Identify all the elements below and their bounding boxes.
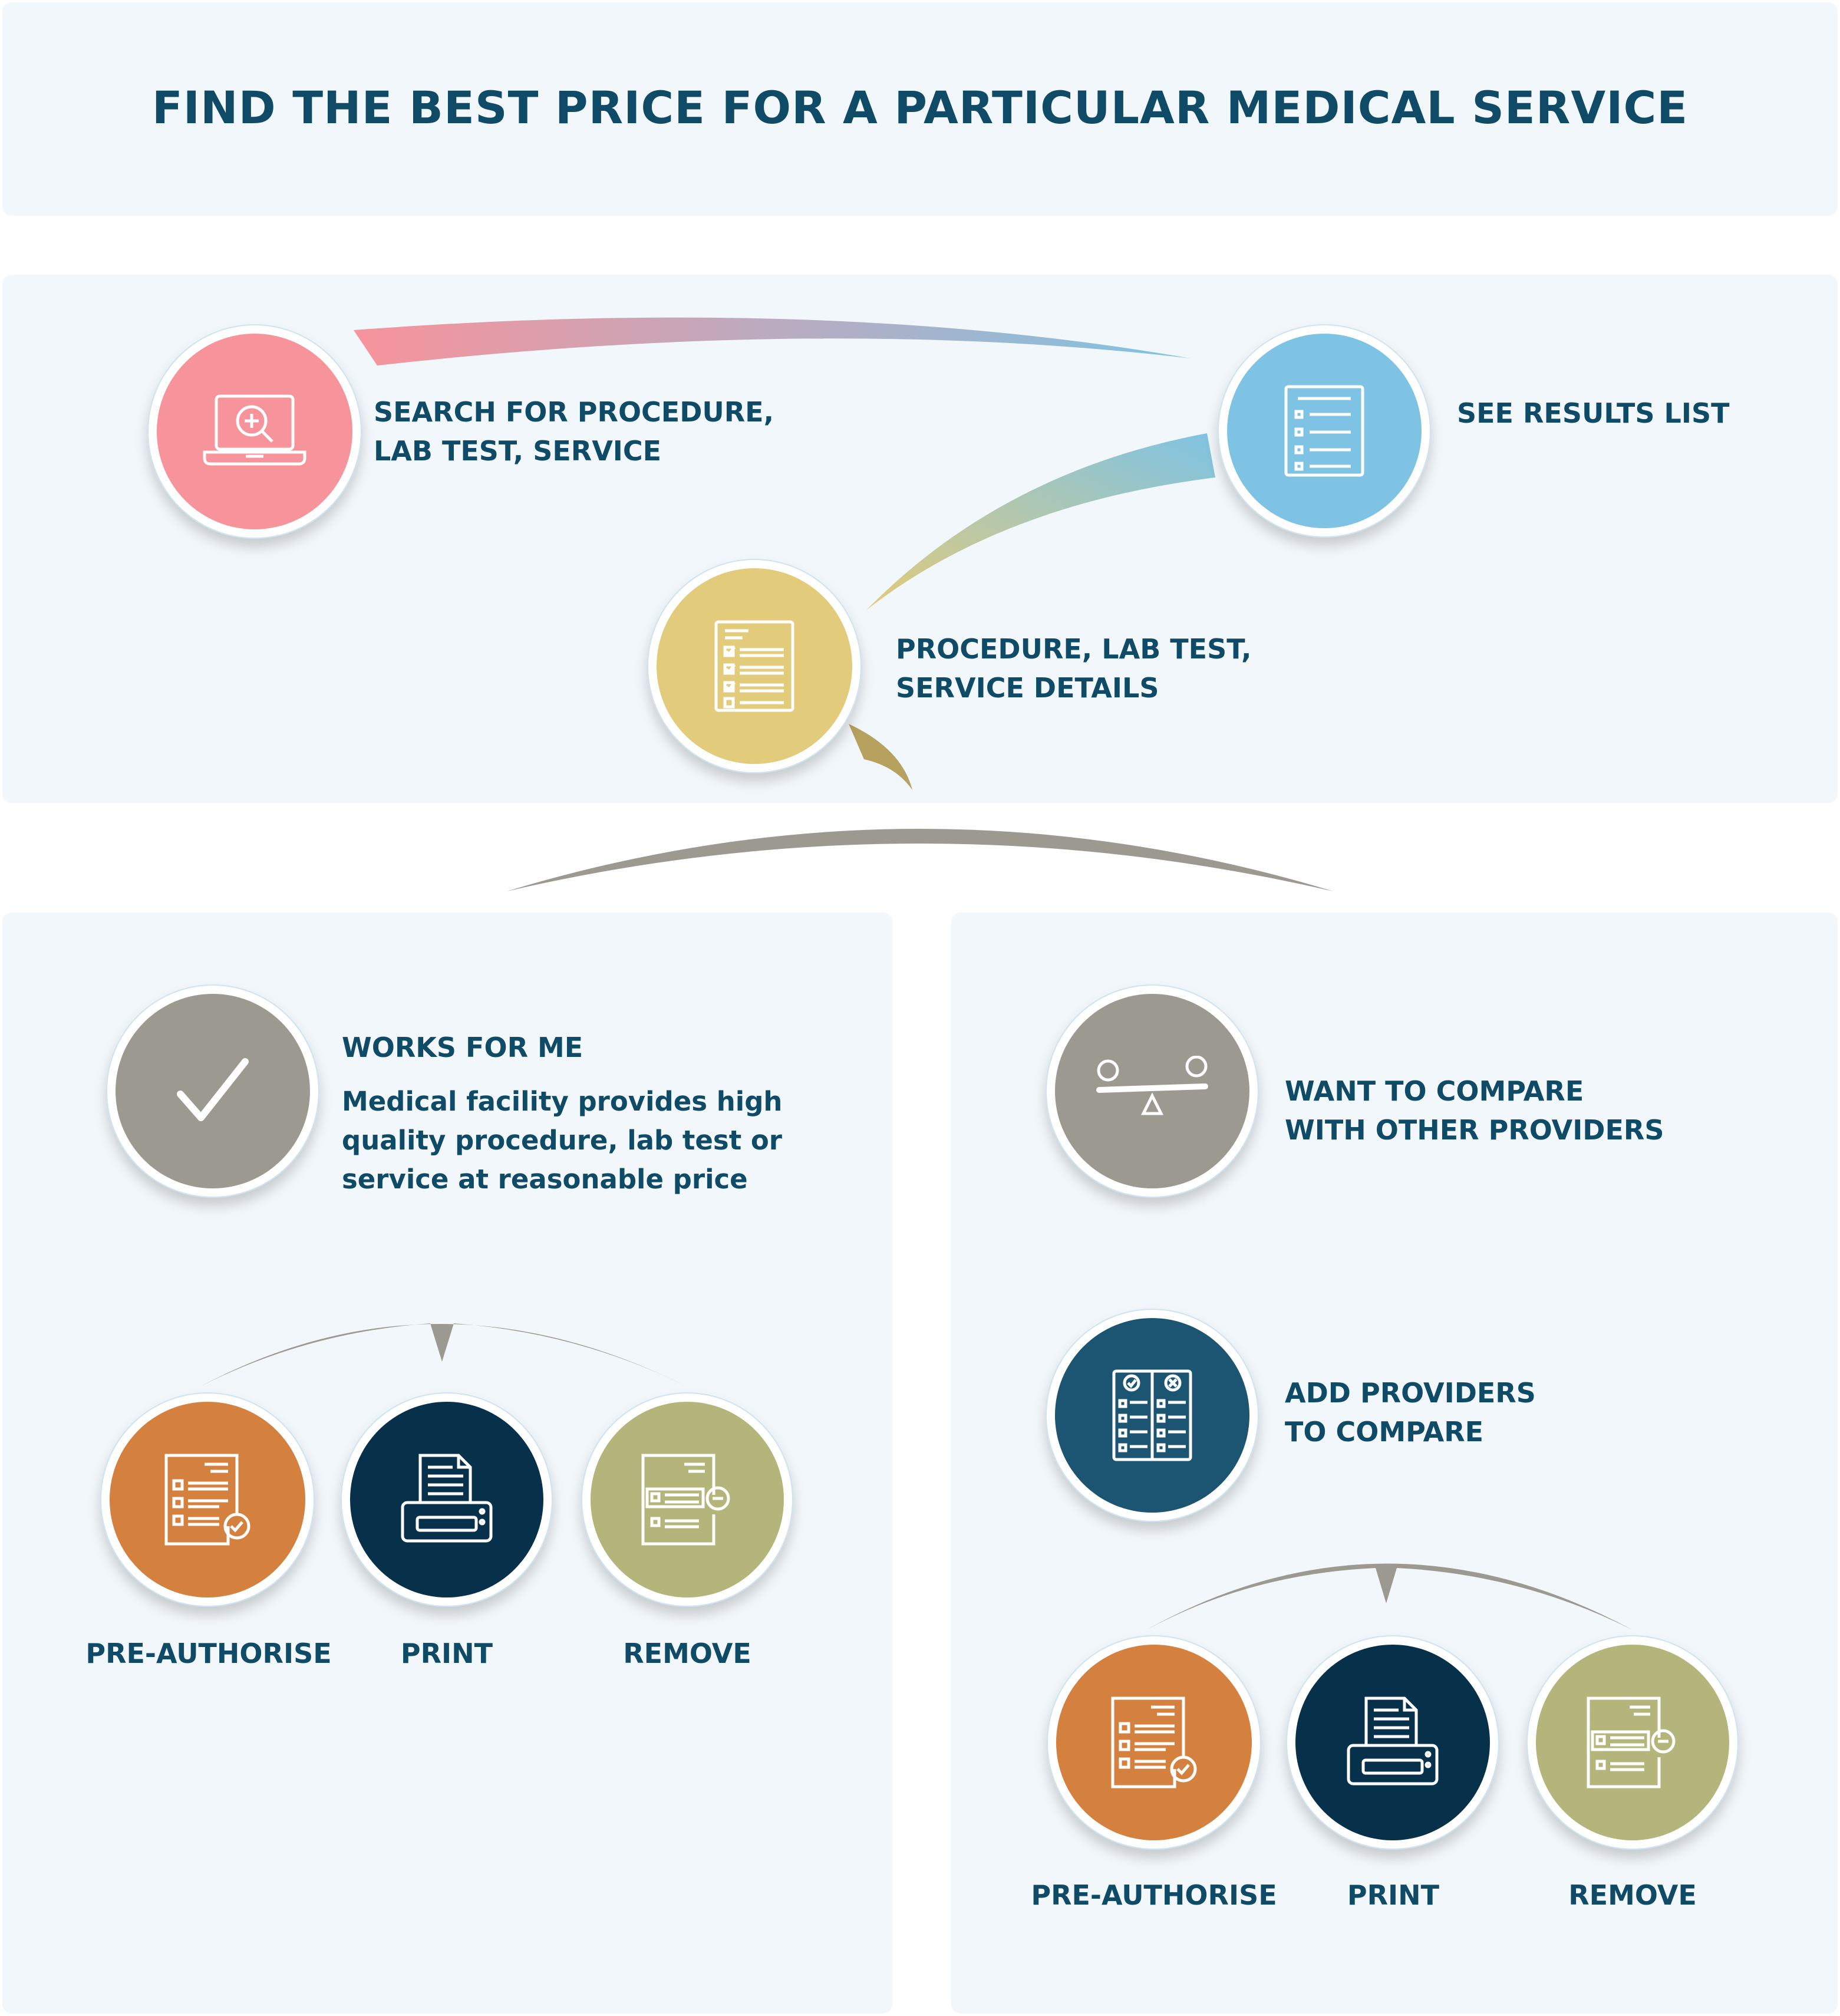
header-panel (2, 2, 1838, 216)
search-step (147, 324, 362, 539)
left-remove-step (581, 1392, 793, 1607)
works-for-me-step (106, 984, 319, 1198)
document-remove-icon (1587, 1697, 1676, 1788)
right-pre-authorise-label: PRE-AUTHORISE (1031, 1879, 1277, 1911)
left-pre-authorise-label: PRE-AUTHORISE (85, 1638, 332, 1669)
details-label: PROCEDURE, LAB TEST, SERVICE DETAILS (896, 633, 1252, 704)
works-for-me-heading: WORKS FOR ME (342, 1032, 583, 1063)
left-remove-label: REMOVE (623, 1638, 751, 1669)
add-providers-step (1046, 1309, 1259, 1522)
works-for-me-description: Medical facility provides high quality p… (342, 1086, 783, 1195)
laptop-search-icon (203, 394, 306, 466)
search-label: SEARCH FOR PROCEDURE, LAB TEST, SERVICE (374, 396, 774, 467)
arc-right-actions (1146, 1563, 1633, 1630)
right-pre-authorise-step (1047, 1635, 1261, 1850)
balance-scale-icon (1096, 1056, 1208, 1115)
printer-icon (401, 1454, 493, 1543)
checklist-document-icon (714, 620, 794, 712)
want-to-compare-step (1046, 984, 1259, 1198)
arc-details-to-branch (849, 724, 912, 790)
document-remove-icon (641, 1454, 730, 1546)
arc-left-actions (200, 1323, 687, 1386)
document-check-icon (164, 1454, 250, 1546)
arc-results-to-details (866, 433, 1215, 610)
add-providers-label: ADD PROVIDERS TO COMPARE (1285, 1377, 1536, 1448)
details-step (647, 559, 862, 773)
document-check-icon (1111, 1697, 1197, 1788)
right-print-step (1286, 1635, 1499, 1850)
left-print-label: PRINT (400, 1638, 493, 1669)
want-to-compare-label: WANT TO COMPARE WITH OTHER PROVIDERS (1285, 1075, 1664, 1146)
left-pre-authorise-step (100, 1392, 315, 1607)
results-step (1218, 324, 1431, 538)
left-print-step (341, 1392, 553, 1607)
page-title: FIND THE BEST PRICE FOR A PARTICULAR MED… (151, 81, 1689, 134)
arc-split (507, 829, 1333, 891)
right-print-label: PRINT (1347, 1879, 1440, 1911)
compare-checklist-icon (1112, 1369, 1192, 1461)
right-remove-label: REMOVE (1568, 1879, 1697, 1911)
printer-icon (1347, 1697, 1439, 1786)
arc-search-to-results (354, 317, 1191, 365)
results-label: SEE RESULTS LIST (1457, 397, 1730, 429)
checkmark-icon (177, 1058, 249, 1121)
results-list-icon (1284, 385, 1364, 477)
right-remove-step (1526, 1635, 1739, 1850)
